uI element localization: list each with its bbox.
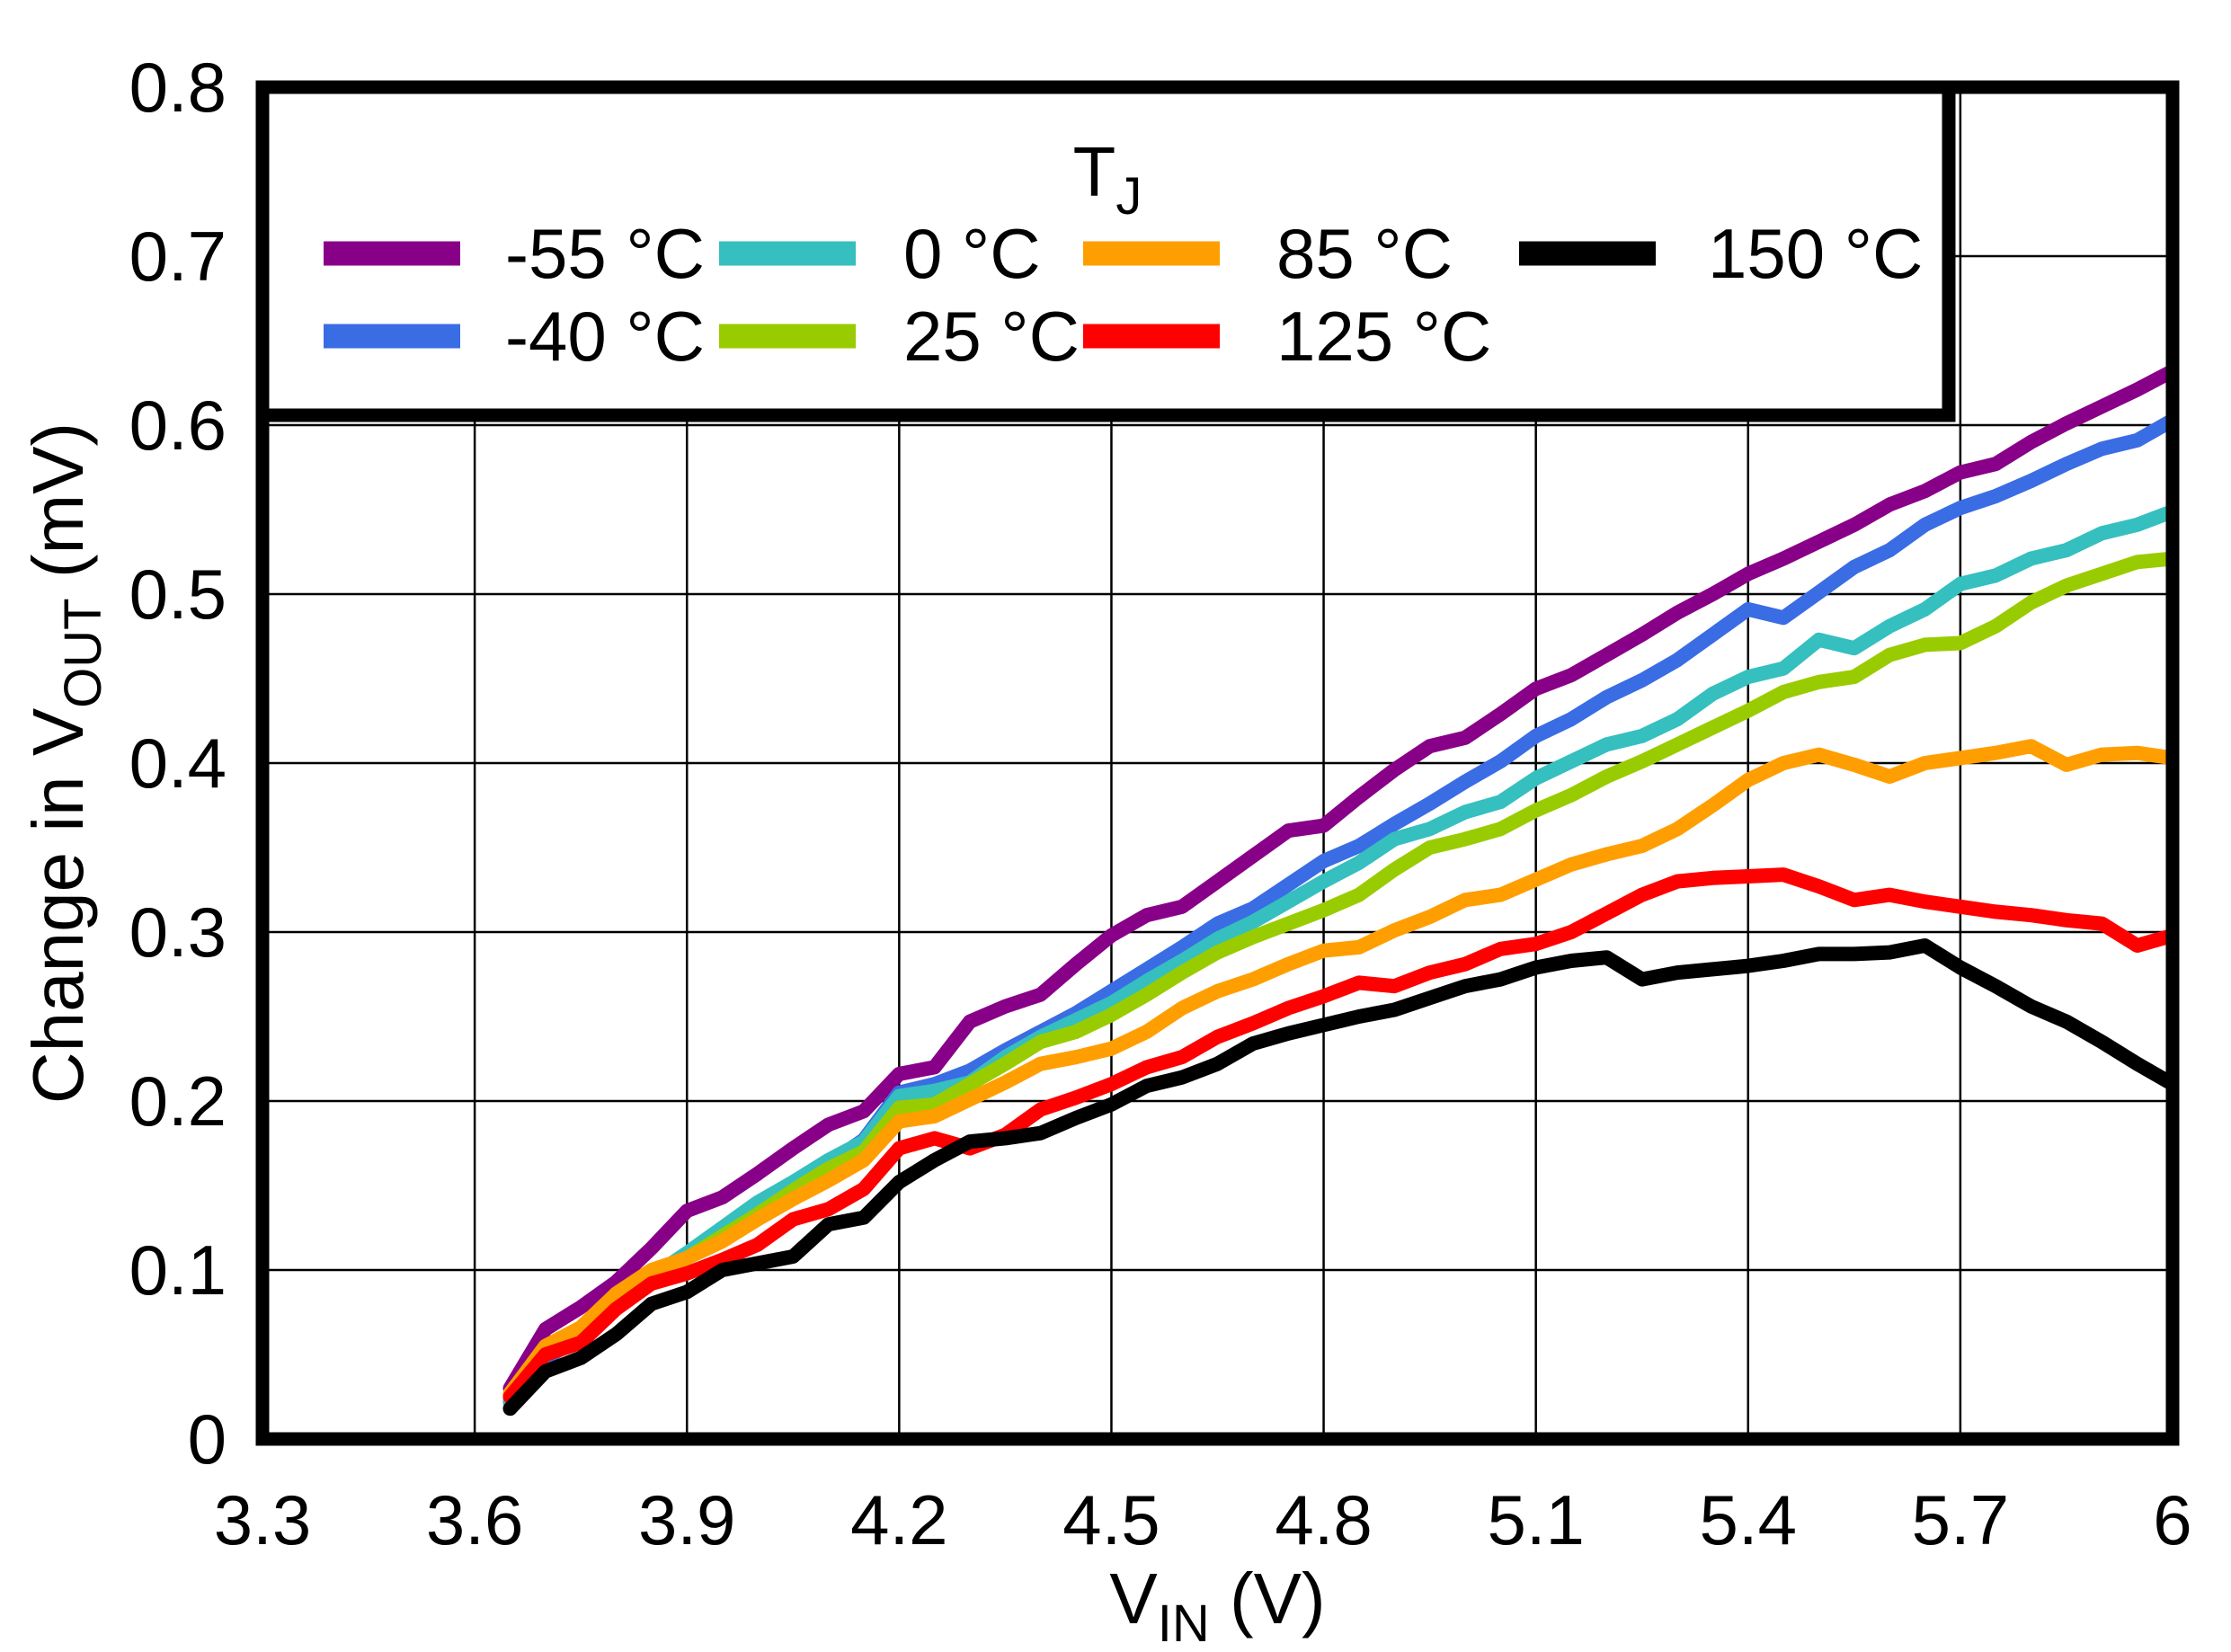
legend-label: 25 °C	[903, 297, 1080, 376]
legend-item: -40 °C	[324, 297, 705, 376]
legend-item: -55 °C	[324, 214, 705, 293]
y-tick-label: 0.2	[129, 1061, 227, 1141]
y-tick-label: 0.6	[129, 386, 227, 465]
y-tick-label: 0.8	[129, 48, 227, 127]
x-tick-label: 5.7	[1912, 1480, 2009, 1559]
x-tick-label: 3.9	[638, 1480, 735, 1559]
series-line-85c	[502, 739, 2173, 1401]
y-tick-label: 0.7	[129, 217, 227, 296]
legend-item: 125 °C	[1083, 297, 1491, 376]
x-tick-label: 5.4	[1700, 1480, 1797, 1559]
x-tick-label: 4.2	[850, 1480, 947, 1559]
y-tick-label: 0.3	[129, 893, 227, 972]
x-tick-label: 4.8	[1275, 1480, 1372, 1559]
y-axis-label: Change in VOUT (mV)	[18, 422, 112, 1104]
y-tick-label: 0.1	[129, 1230, 227, 1310]
legend-label: 150 °C	[1708, 214, 1923, 293]
legend-item: 85 °C	[1083, 214, 1453, 293]
legend-title: TJ	[1073, 132, 1142, 226]
legend-label: 85 °C	[1276, 214, 1453, 293]
series-line-125c	[502, 867, 2173, 1404]
x-axis-label: VIN (V)	[1109, 1559, 1325, 1648]
x-tick-label: 4.5	[1062, 1480, 1160, 1559]
series-line--55c	[502, 363, 2173, 1396]
legend-label: -55 °C	[505, 214, 705, 293]
legend-label: 0 °C	[903, 214, 1041, 293]
legend-label: -40 °C	[505, 297, 705, 376]
x-tick-label: 3.3	[214, 1480, 311, 1559]
x-tick-label: 6	[2153, 1480, 2191, 1559]
y-tick-label: 0	[188, 1399, 227, 1479]
legend-box	[255, 80, 1956, 422]
x-tick-label: 3.6	[426, 1480, 523, 1559]
series-line-150c	[502, 938, 2173, 1417]
legend-label: 125 °C	[1276, 297, 1491, 376]
legend-item: 0 °C	[719, 214, 1041, 293]
y-tick-label: 0.4	[129, 724, 227, 803]
series-group	[502, 363, 2173, 1417]
legend-item: 25 °C	[719, 297, 1080, 376]
y-tick-label: 0.5	[129, 555, 227, 634]
legend-item: 150 °C	[1519, 214, 1923, 293]
x-tick-label: 5.1	[1487, 1480, 1584, 1559]
series-line-0c	[502, 503, 2173, 1408]
